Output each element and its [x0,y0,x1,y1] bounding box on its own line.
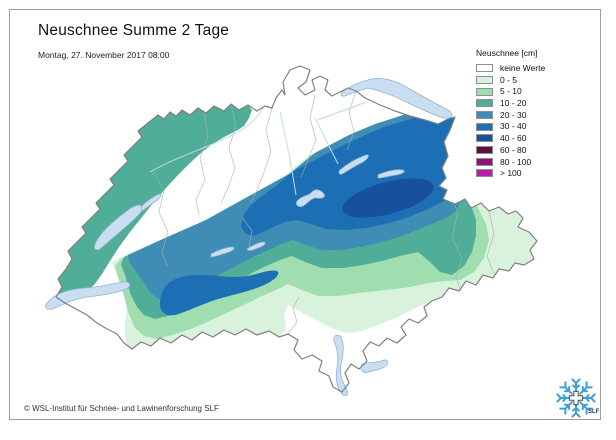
lake-lugano [360,359,389,373]
page-title: Neuschnee Summe 2 Tage [38,22,230,39]
lakes [45,78,453,397]
lake-biel [140,193,162,212]
canton-borders [151,90,495,335]
legend-item: 0 - 5 [476,76,596,85]
lake-brienz [246,241,266,251]
legend-item: 20 - 30 [476,111,596,120]
legend-swatch [476,111,493,119]
swiss-cross-icon [568,390,584,406]
legend-label: keine Werte [500,63,546,73]
rivers [149,101,367,196]
legend-label: 10 - 20 [500,98,527,109]
legend-item: keine Werte [476,64,596,73]
legend-swatch [476,134,493,143]
legend-swatch [476,64,493,73]
legend-label: 60 - 80 [500,144,527,155]
lake-neuchatel [93,204,144,251]
slf-logo [556,378,596,418]
legend-swatch [476,87,493,96]
legend-item: 5 - 10 [476,87,596,96]
legend-item: 40 - 60 [476,134,596,143]
legend-swatch [476,75,493,84]
copyright-text: © WSL-Institut für Schnee- und Lawinenfo… [24,404,219,413]
lake-walen [377,169,405,179]
switzerland-border [55,65,538,393]
snow-band-40-60 [342,178,434,218]
slf-logo-text: SLF [588,409,600,415]
lake-geneva [45,281,131,310]
legend-label: 80 - 100 [500,156,532,167]
legend-item: 60 - 80 [476,146,596,155]
page-subtitle: Montag, 27. November 2017 08:00 [38,50,170,60]
legend-label: > 100 [500,168,522,179]
lake-thun [210,246,235,258]
lake-constance [340,78,453,119]
legend-swatch [476,146,493,155]
legend-label: 20 - 30 [500,109,527,120]
legend-label: 40 - 60 [500,133,527,144]
legend-item: 30 - 40 [476,122,596,131]
lake-maggiore [333,334,348,397]
legend-item: 80 - 100 [476,156,596,167]
legend-item: 10 - 20 [476,99,596,108]
snow-band-30-40-valais [159,270,279,316]
lake-lucerne [296,189,325,208]
legend-item: > 100 [476,169,596,178]
legend-swatch [476,99,493,108]
snowflake-icon [556,378,596,418]
lake-zurich [338,154,369,175]
legend-title: Neuschnee [cm] [476,48,538,58]
legend-label: 5 - 10 [500,86,522,97]
legend-label: 0 - 5 [500,74,518,85]
legend-label: 30 - 40 [500,121,527,132]
legend-swatch [476,169,493,178]
legend-swatch [476,122,493,131]
legend-swatch [476,157,493,166]
